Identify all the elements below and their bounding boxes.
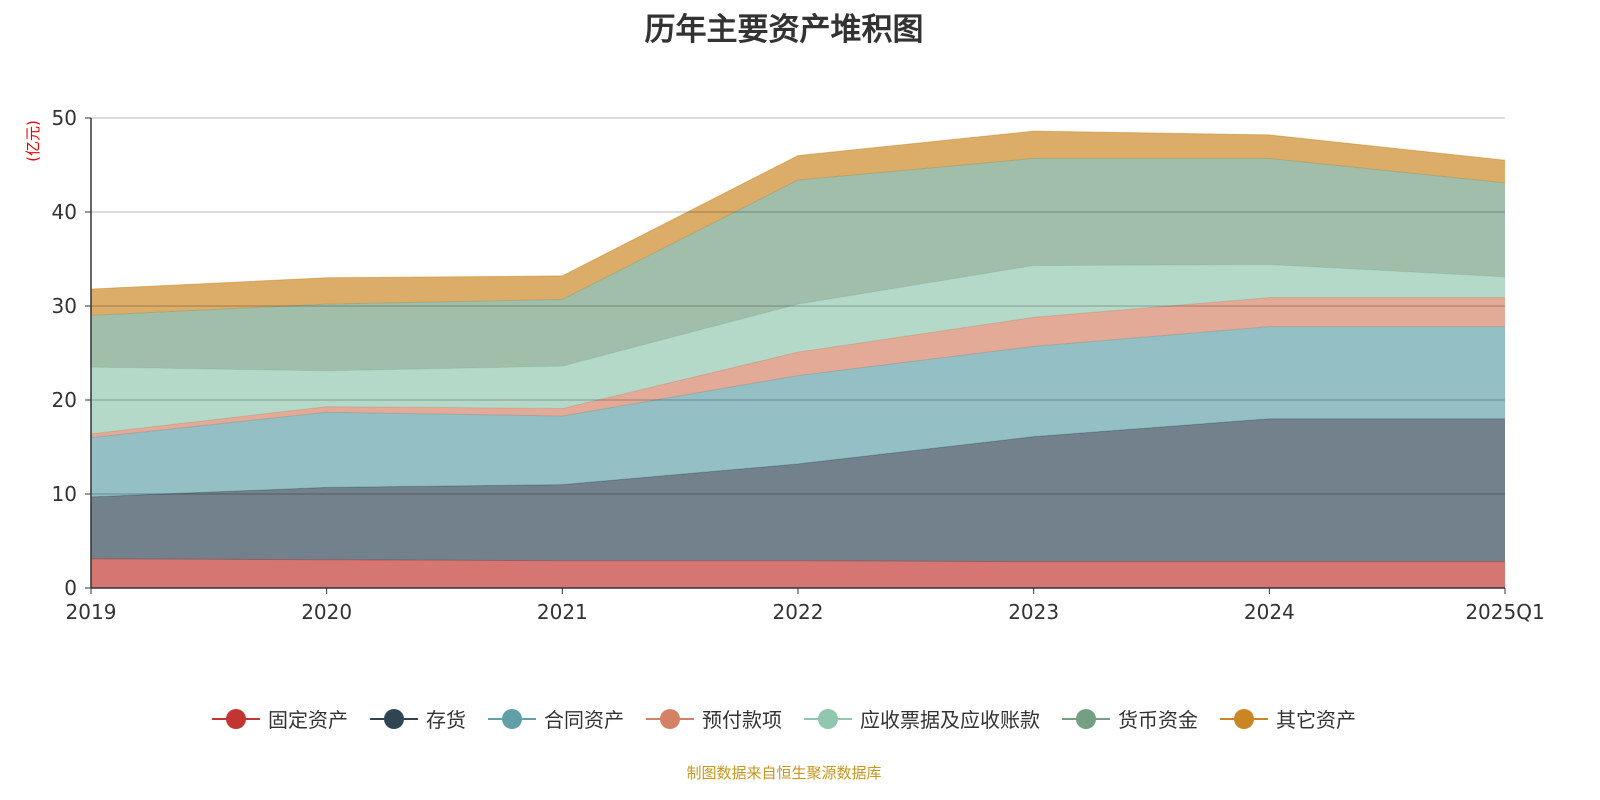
x-tick-label: 2024 — [1244, 600, 1295, 624]
x-tick-label: 2019 — [66, 600, 117, 624]
y-tick-label: 10 — [52, 482, 77, 506]
area-series-2 — [91, 326, 1505, 497]
legend-marker-icon — [804, 708, 852, 729]
legend-label: 其它资产 — [1276, 708, 1356, 732]
area-series-5 — [91, 158, 1505, 371]
source-note: 制图数据来自恒生聚源数据库 — [686, 764, 882, 782]
legend-marker-icon — [646, 708, 694, 729]
legend-label: 合同资产 — [544, 708, 624, 732]
y-axis-label: (亿元) — [24, 120, 42, 162]
legend-label: 存货 — [426, 708, 466, 732]
legend-item-0[interactable]: 固定资产 — [212, 704, 348, 733]
legend-marker-icon — [370, 708, 418, 729]
legend-label: 固定资产 — [268, 708, 348, 732]
legend-item-5[interactable]: 货币资金 — [1062, 704, 1198, 733]
legend-label: 应收票据及应收账款 — [860, 708, 1040, 732]
area-series-3 — [91, 297, 1505, 438]
legend-item-4[interactable]: 应收票据及应收账款 — [804, 704, 1040, 733]
area-series-6 — [91, 131, 1505, 316]
y-tick-label: 50 — [52, 106, 77, 130]
legend-item-3[interactable]: 预付款项 — [646, 704, 782, 733]
legend-label: 货币资金 — [1118, 708, 1198, 732]
legend: 固定资产 存货 合同资产 预付款项 应收票据及应收账款 货币资金 其它资产 — [0, 704, 1568, 733]
x-tick-label: 2025Q1 — [1465, 600, 1544, 624]
x-tick-label: 2022 — [773, 600, 824, 624]
legend-item-1[interactable]: 存货 — [370, 704, 466, 733]
legend-marker-icon — [212, 708, 260, 729]
x-tick-label: 2020 — [301, 600, 352, 624]
area-series-0 — [91, 558, 1505, 588]
legend-marker-icon — [1220, 708, 1268, 729]
legend-marker-icon — [1062, 708, 1110, 729]
area-series-1 — [91, 418, 1505, 562]
chart-title: 历年主要资产堆积图 — [644, 12, 924, 48]
legend-item-2[interactable]: 合同资产 — [488, 704, 624, 733]
area-series-4 — [91, 264, 1505, 434]
x-tick-label: 2021 — [537, 600, 588, 624]
x-tick-label: 2023 — [1008, 600, 1059, 624]
y-tick-label: 20 — [52, 388, 77, 412]
legend-marker-icon — [488, 708, 536, 729]
legend-item-6[interactable]: 其它资产 — [1220, 704, 1356, 733]
line-series-6 — [90, 130, 1506, 290]
y-tick-label: 40 — [52, 200, 77, 224]
legend-label: 预付款项 — [702, 708, 782, 732]
y-tick-label: 0 — [64, 576, 77, 600]
y-tick-label: 30 — [52, 294, 77, 318]
